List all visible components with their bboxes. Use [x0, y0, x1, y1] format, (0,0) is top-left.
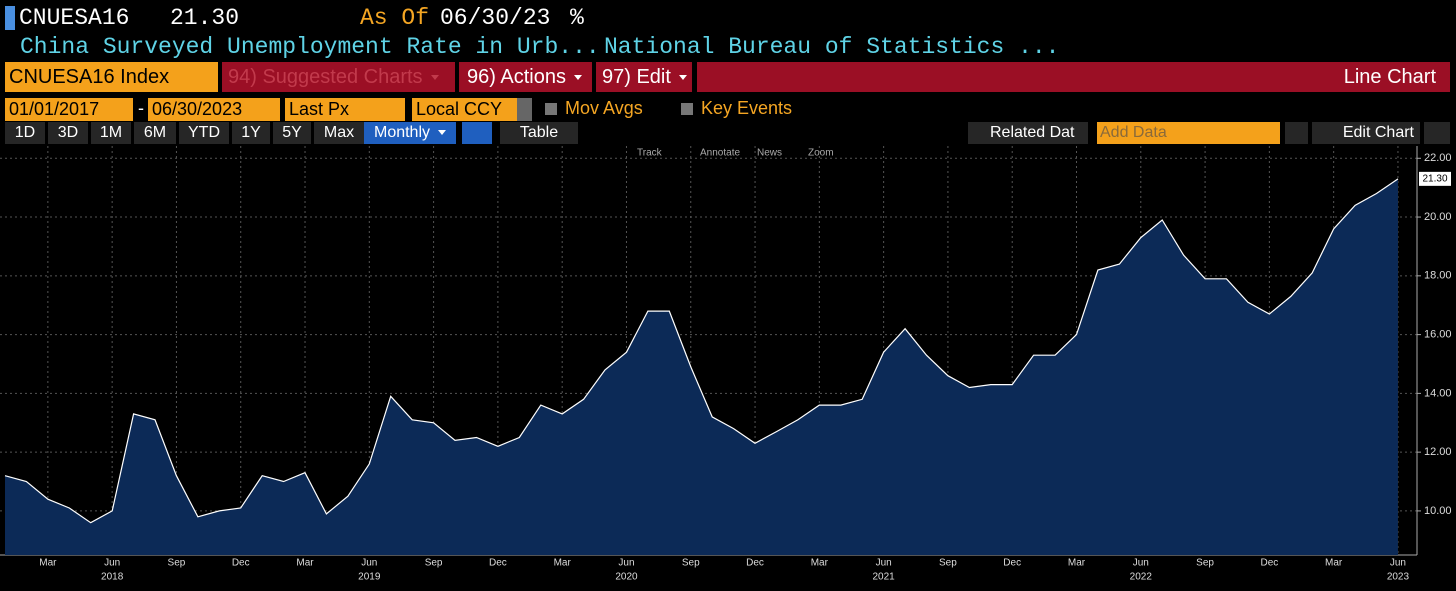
- year-label: 2019: [358, 572, 381, 583]
- x-tick-label: Sep: [939, 558, 957, 569]
- chart-tool: News: [757, 148, 782, 159]
- x-tick-label: Jun: [1133, 558, 1149, 569]
- x-tick-label: Jun: [361, 558, 377, 569]
- x-tick-label: Jun: [104, 558, 120, 569]
- collapse-button[interactable]: [1285, 122, 1308, 144]
- y-tick-label: 10.00: [1424, 505, 1452, 517]
- y-tick-label: 22.00: [1424, 152, 1452, 164]
- x-tick-label: Sep: [425, 558, 443, 569]
- x-tick-label: Mar: [811, 558, 829, 569]
- unit: %: [570, 5, 584, 31]
- y-tick-label: 18.00: [1424, 270, 1452, 282]
- chart-icon[interactable]: [462, 122, 492, 144]
- date-separator: -: [138, 98, 144, 118]
- description: China Surveyed Unemployment Rate in Urb.…: [20, 34, 600, 60]
- actions-menu[interactable]: 96) Actions: [459, 62, 592, 92]
- mov-avgs[interactable]: Mov Avgs: [565, 98, 643, 118]
- key-events[interactable]: Key Events: [701, 98, 793, 118]
- start-date[interactable]: 01/01/2017: [5, 98, 133, 121]
- x-tick-label: Dec: [1260, 558, 1278, 569]
- x-tick-label: Mar: [554, 558, 572, 569]
- year-label: 2018: [101, 572, 124, 583]
- x-tick-label: Dec: [746, 558, 764, 569]
- ticker: CNUESA16: [19, 5, 130, 31]
- as-of-label: As Of: [360, 5, 430, 31]
- last-price: 21.30: [170, 5, 240, 31]
- x-tick-label: Mar: [1325, 558, 1343, 569]
- range-button[interactable]: Max: [314, 122, 364, 144]
- related-data[interactable]: Related Dat: [968, 122, 1088, 144]
- chart-type: Line Chart: [697, 62, 1450, 92]
- x-tick-label: Mar: [39, 558, 57, 569]
- range-button[interactable]: 6M: [134, 122, 176, 144]
- range-button[interactable]: 1M: [91, 122, 131, 144]
- currency-select[interactable]: Local CCY: [412, 98, 532, 121]
- y-tick-label: 14.00: [1424, 387, 1452, 399]
- chart-tool: Track: [637, 148, 663, 159]
- line: [4, 178, 1399, 524]
- chart-tool: Annotate: [700, 148, 740, 159]
- year-label: 2021: [873, 572, 896, 583]
- year-label: 2020: [615, 572, 638, 583]
- x-tick-label: Jun: [876, 558, 892, 569]
- period-select[interactable]: Monthly: [364, 122, 456, 144]
- suggested-charts[interactable]: 94) Suggested Charts: [222, 62, 455, 92]
- x-tick-label: Dec: [1003, 558, 1021, 569]
- last-value-box: [1419, 171, 1451, 186]
- y-tick-label: 12.00: [1424, 446, 1452, 458]
- as-of-date: 06/30/23: [440, 5, 551, 31]
- range-button[interactable]: 5Y: [273, 122, 311, 144]
- table-button[interactable]: Table: [500, 122, 578, 144]
- chart-tool: Zoom: [808, 148, 834, 159]
- y-tick-label: 20.00: [1424, 211, 1452, 223]
- edit-menu[interactable]: 97) Edit: [596, 62, 692, 92]
- area-fill: [5, 178, 1398, 555]
- x-tick-label: Sep: [682, 558, 700, 569]
- value-label: 21.30: [1422, 173, 1447, 184]
- x-tick-label: Jun: [1390, 558, 1406, 569]
- cursor: [5, 6, 15, 30]
- x-tick-label: Dec: [232, 558, 250, 569]
- settings-gear[interactable]: [1424, 122, 1450, 144]
- source: National Bureau of Statistics ...: [604, 34, 1060, 60]
- checkbox[interactable]: [681, 103, 693, 115]
- x-tick-label: Mar: [1068, 558, 1086, 569]
- y-tick-label: 16.00: [1424, 329, 1452, 341]
- year-label: 2023: [1387, 572, 1410, 583]
- security-field[interactable]: CNUESA16 Index: [5, 62, 218, 92]
- x-tick-label: Dec: [489, 558, 507, 569]
- year-label: 2022: [1130, 572, 1153, 583]
- add-data[interactable]: Add Data: [1097, 122, 1280, 144]
- x-tick-label: Sep: [1196, 558, 1214, 569]
- checkbox[interactable]: [545, 103, 557, 115]
- x-tick-label: Sep: [168, 558, 186, 569]
- range-button[interactable]: YTD: [179, 122, 229, 144]
- range-button[interactable]: 1D: [5, 122, 45, 144]
- x-tick-label: Jun: [618, 558, 634, 569]
- edit-chart[interactable]: Edit Chart: [1312, 122, 1420, 144]
- range-button[interactable]: 1Y: [232, 122, 270, 144]
- end-date[interactable]: 06/30/2023: [148, 98, 280, 121]
- x-tick-label: Mar: [296, 558, 314, 569]
- dropdown-button[interactable]: [517, 98, 532, 121]
- field-select[interactable]: Last Px: [285, 98, 405, 121]
- range-button[interactable]: 3D: [48, 122, 88, 144]
